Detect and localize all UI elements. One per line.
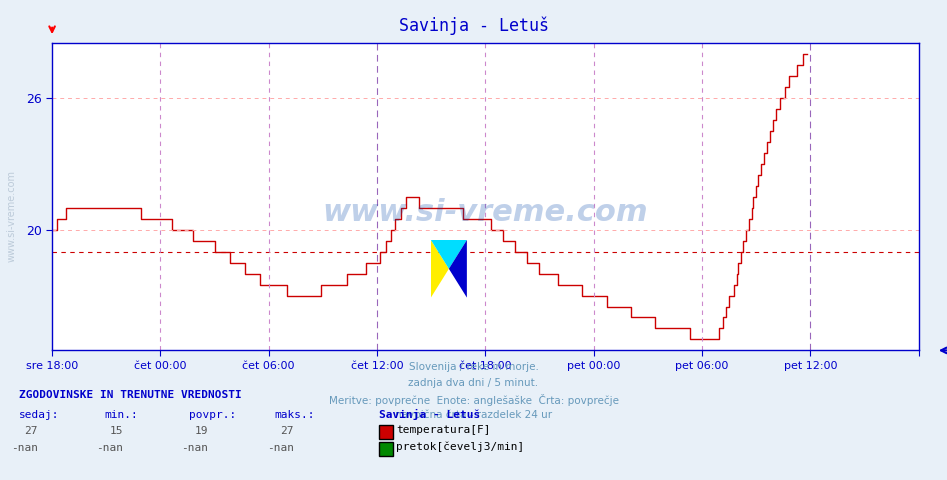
Text: maks.:: maks.: <box>275 409 315 420</box>
Text: -nan: -nan <box>181 443 208 453</box>
Text: Savinja - Letuš: Savinja - Letuš <box>379 408 480 420</box>
Text: Meritve: povprečne  Enote: anglešaške  Črta: povprečje: Meritve: povprečne Enote: anglešaške Črt… <box>329 394 618 406</box>
Polygon shape <box>431 240 449 298</box>
Text: zadnja dva dni / 5 minut.: zadnja dva dni / 5 minut. <box>408 378 539 388</box>
Text: 27: 27 <box>25 426 38 436</box>
Text: pretok[čevelj3/min]: pretok[čevelj3/min] <box>396 442 524 452</box>
Text: povpr.:: povpr.: <box>189 409 237 420</box>
Text: sedaj:: sedaj: <box>19 409 60 420</box>
Text: temperatura[F]: temperatura[F] <box>396 425 491 435</box>
Polygon shape <box>431 240 467 269</box>
Text: Savinja - Letuš: Savinja - Letuš <box>399 17 548 36</box>
Text: www.si-vreme.com: www.si-vreme.com <box>7 170 16 262</box>
Text: -nan: -nan <box>10 443 38 453</box>
Text: 15: 15 <box>110 426 123 436</box>
Text: www.si-vreme.com: www.si-vreme.com <box>323 198 648 227</box>
Text: navpična črta - razdelek 24 ur: navpična črta - razdelek 24 ur <box>395 410 552 420</box>
Text: -nan: -nan <box>96 443 123 453</box>
Text: 27: 27 <box>280 426 294 436</box>
Polygon shape <box>449 240 467 298</box>
Text: 19: 19 <box>195 426 208 436</box>
Text: ZGODOVINSKE IN TRENUTNE VREDNOSTI: ZGODOVINSKE IN TRENUTNE VREDNOSTI <box>19 390 241 400</box>
Text: min.:: min.: <box>104 409 138 420</box>
Text: -nan: -nan <box>266 443 294 453</box>
Text: Slovenija / reke in morje.: Slovenija / reke in morje. <box>408 362 539 372</box>
